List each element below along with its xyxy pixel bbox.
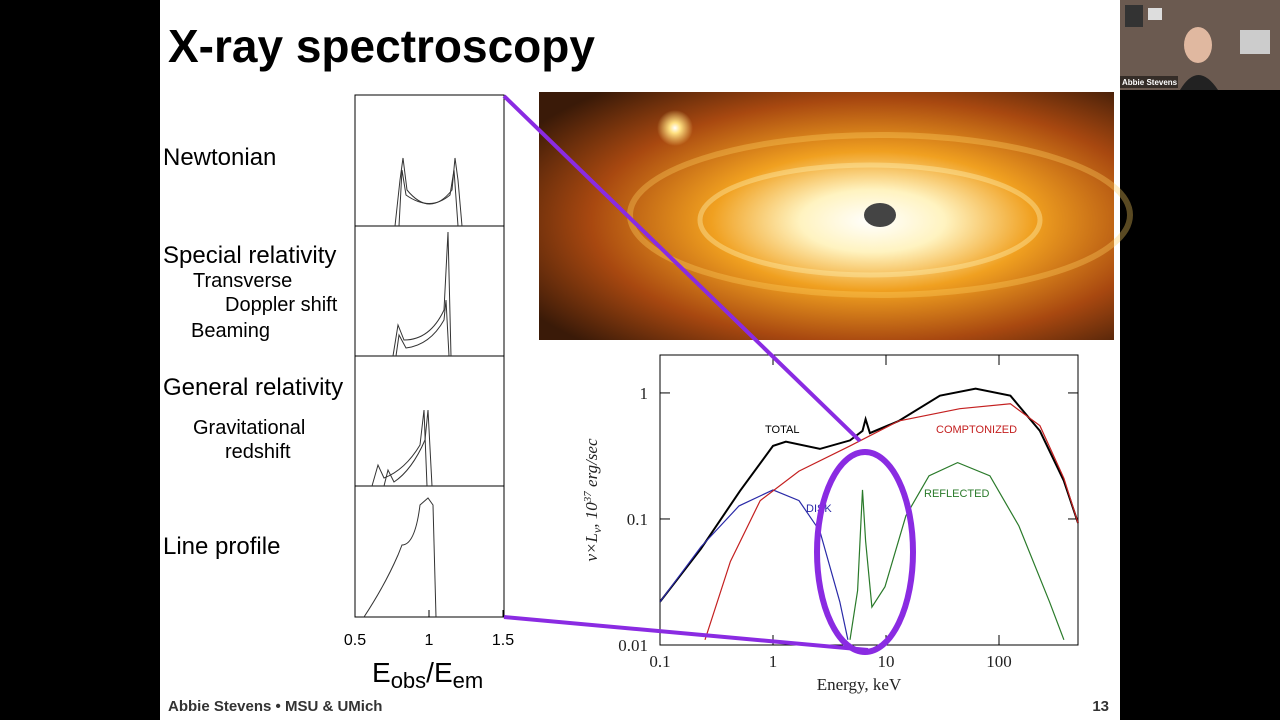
disk-swirl — [627, 132, 1133, 298]
profile-label: Line profile — [163, 533, 280, 560]
slide-title: X-ray spectroscopy — [168, 20, 595, 72]
y-axis-label: ν×Lν, 1037 erg/sec — [582, 438, 604, 561]
zoom-line — [502, 94, 862, 443]
x-tick-label: 0.5 — [344, 632, 366, 649]
profile-sublabel: Doppler shift — [225, 294, 338, 316]
profile-curve — [398, 169, 459, 227]
y-tick-label: 0.1 — [627, 510, 648, 529]
series-label: REFLECTED — [924, 488, 989, 500]
plot-frame — [659, 354, 1079, 646]
x-axis-label: Energy, keV — [817, 675, 902, 694]
profile-curve — [363, 497, 437, 618]
series-label: TOTAL — [765, 424, 799, 436]
x-tick-label: 1 — [425, 632, 434, 649]
y-tick-label: 1 — [640, 384, 649, 403]
x-tick-label: 0.1 — [649, 652, 670, 671]
black-hole — [864, 203, 896, 227]
name-tag — [1120, 76, 1178, 88]
accretion-disk-image — [539, 92, 1133, 340]
profile-curve — [392, 231, 452, 357]
disk-swirl — [697, 162, 1043, 278]
x-tick-label: 1.5 — [492, 632, 514, 649]
series-line — [704, 403, 1079, 640]
profile-curve — [383, 409, 433, 487]
disk-image — [539, 92, 1114, 340]
frame — [1240, 30, 1270, 54]
profile-sublabel: redshift — [225, 441, 291, 463]
y-tick-label: 0.01 — [618, 636, 648, 655]
profile-x-label: Eobs/Eem — [372, 657, 483, 693]
highlight-ellipse — [814, 449, 916, 655]
x-tick-label: 100 — [986, 652, 1012, 671]
profile-sublabel: Gravitational — [193, 417, 305, 439]
companion-star — [657, 110, 693, 146]
series-line — [849, 461, 1065, 641]
face — [1184, 27, 1212, 63]
zoom-line — [503, 615, 869, 652]
series-label: COMPTONIZED — [936, 424, 1017, 436]
x-tick-label: 1 — [769, 652, 778, 671]
profile-label: General relativity — [163, 374, 343, 401]
x-tick-label: 10 — [878, 652, 895, 671]
series-line — [659, 489, 849, 640]
profile-sublabel: Beaming — [191, 320, 270, 342]
participant-name: Abbie Stevens — [1122, 78, 1178, 87]
frame — [1125, 5, 1143, 27]
frame — [1148, 8, 1162, 20]
footer-author: Abbie Stevens • MSU & UMich — [168, 698, 382, 715]
series-line — [659, 387, 1079, 603]
webcam: Abbie Stevens — [1120, 0, 1280, 90]
profile-label: Special relativity — [163, 242, 336, 269]
annotation-overlay — [502, 94, 916, 655]
profile-curve — [395, 299, 450, 357]
profile-curve — [371, 409, 428, 487]
body — [1180, 75, 1218, 90]
profile-label: Newtonian — [163, 144, 276, 171]
profile-panels — [354, 94, 505, 618]
profile-sublabel: Transverse — [193, 270, 292, 292]
page-number: 13 — [1092, 698, 1109, 715]
